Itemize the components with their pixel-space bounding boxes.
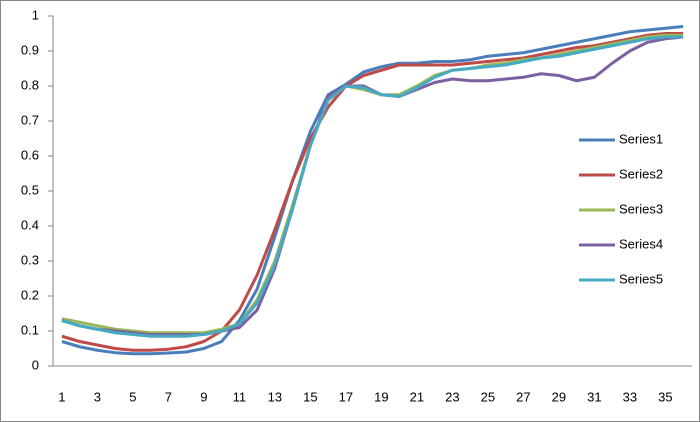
x-tick-label: 27 [516, 389, 530, 404]
y-tick-label: 0.3 [21, 252, 39, 267]
x-tick-label: 17 [339, 389, 353, 404]
x-tick-label: 21 [410, 389, 424, 404]
x-tick-label: 33 [623, 389, 637, 404]
x-tick-label: 11 [233, 389, 247, 404]
y-tick-label: 0.1 [21, 322, 39, 337]
x-tick-label: 29 [552, 389, 566, 404]
y-tick-label: 0.2 [21, 287, 39, 302]
series-line [61, 35, 684, 338]
y-tick-label: 0.7 [21, 112, 39, 127]
x-tick-label: 9 [200, 389, 207, 404]
series-line [61, 32, 684, 352]
x-tick-label: 3 [94, 389, 101, 404]
y-tick-label: 0.8 [21, 77, 39, 92]
x-tick-label: 31 [587, 389, 601, 404]
legend-label: Series3 [619, 201, 663, 216]
x-tick-label: 5 [129, 389, 136, 404]
legend-label: Series5 [619, 271, 663, 286]
series-line [61, 25, 684, 356]
x-tick-label: 13 [268, 389, 282, 404]
x-tick-label: 25 [481, 389, 495, 404]
x-tick-label: 15 [303, 389, 317, 404]
y-tick-label: 0.9 [21, 42, 39, 57]
x-tick-label: 7 [165, 389, 172, 404]
y-tick-label: 1 [32, 7, 39, 22]
legend-label: Series1 [619, 131, 663, 146]
y-tick-label: 0.4 [21, 217, 39, 232]
y-tick-label: 0 [32, 357, 39, 372]
x-tick-label: 35 [658, 389, 672, 404]
x-tick-label: 23 [445, 389, 459, 404]
legend-label: Series2 [619, 166, 663, 181]
y-tick-label: 0.6 [21, 147, 39, 162]
x-tick-label: 19 [374, 389, 388, 404]
y-tick-label: 0.5 [21, 182, 39, 197]
x-tick-label: 1 [58, 389, 65, 404]
legend-label: Series4 [619, 236, 663, 251]
